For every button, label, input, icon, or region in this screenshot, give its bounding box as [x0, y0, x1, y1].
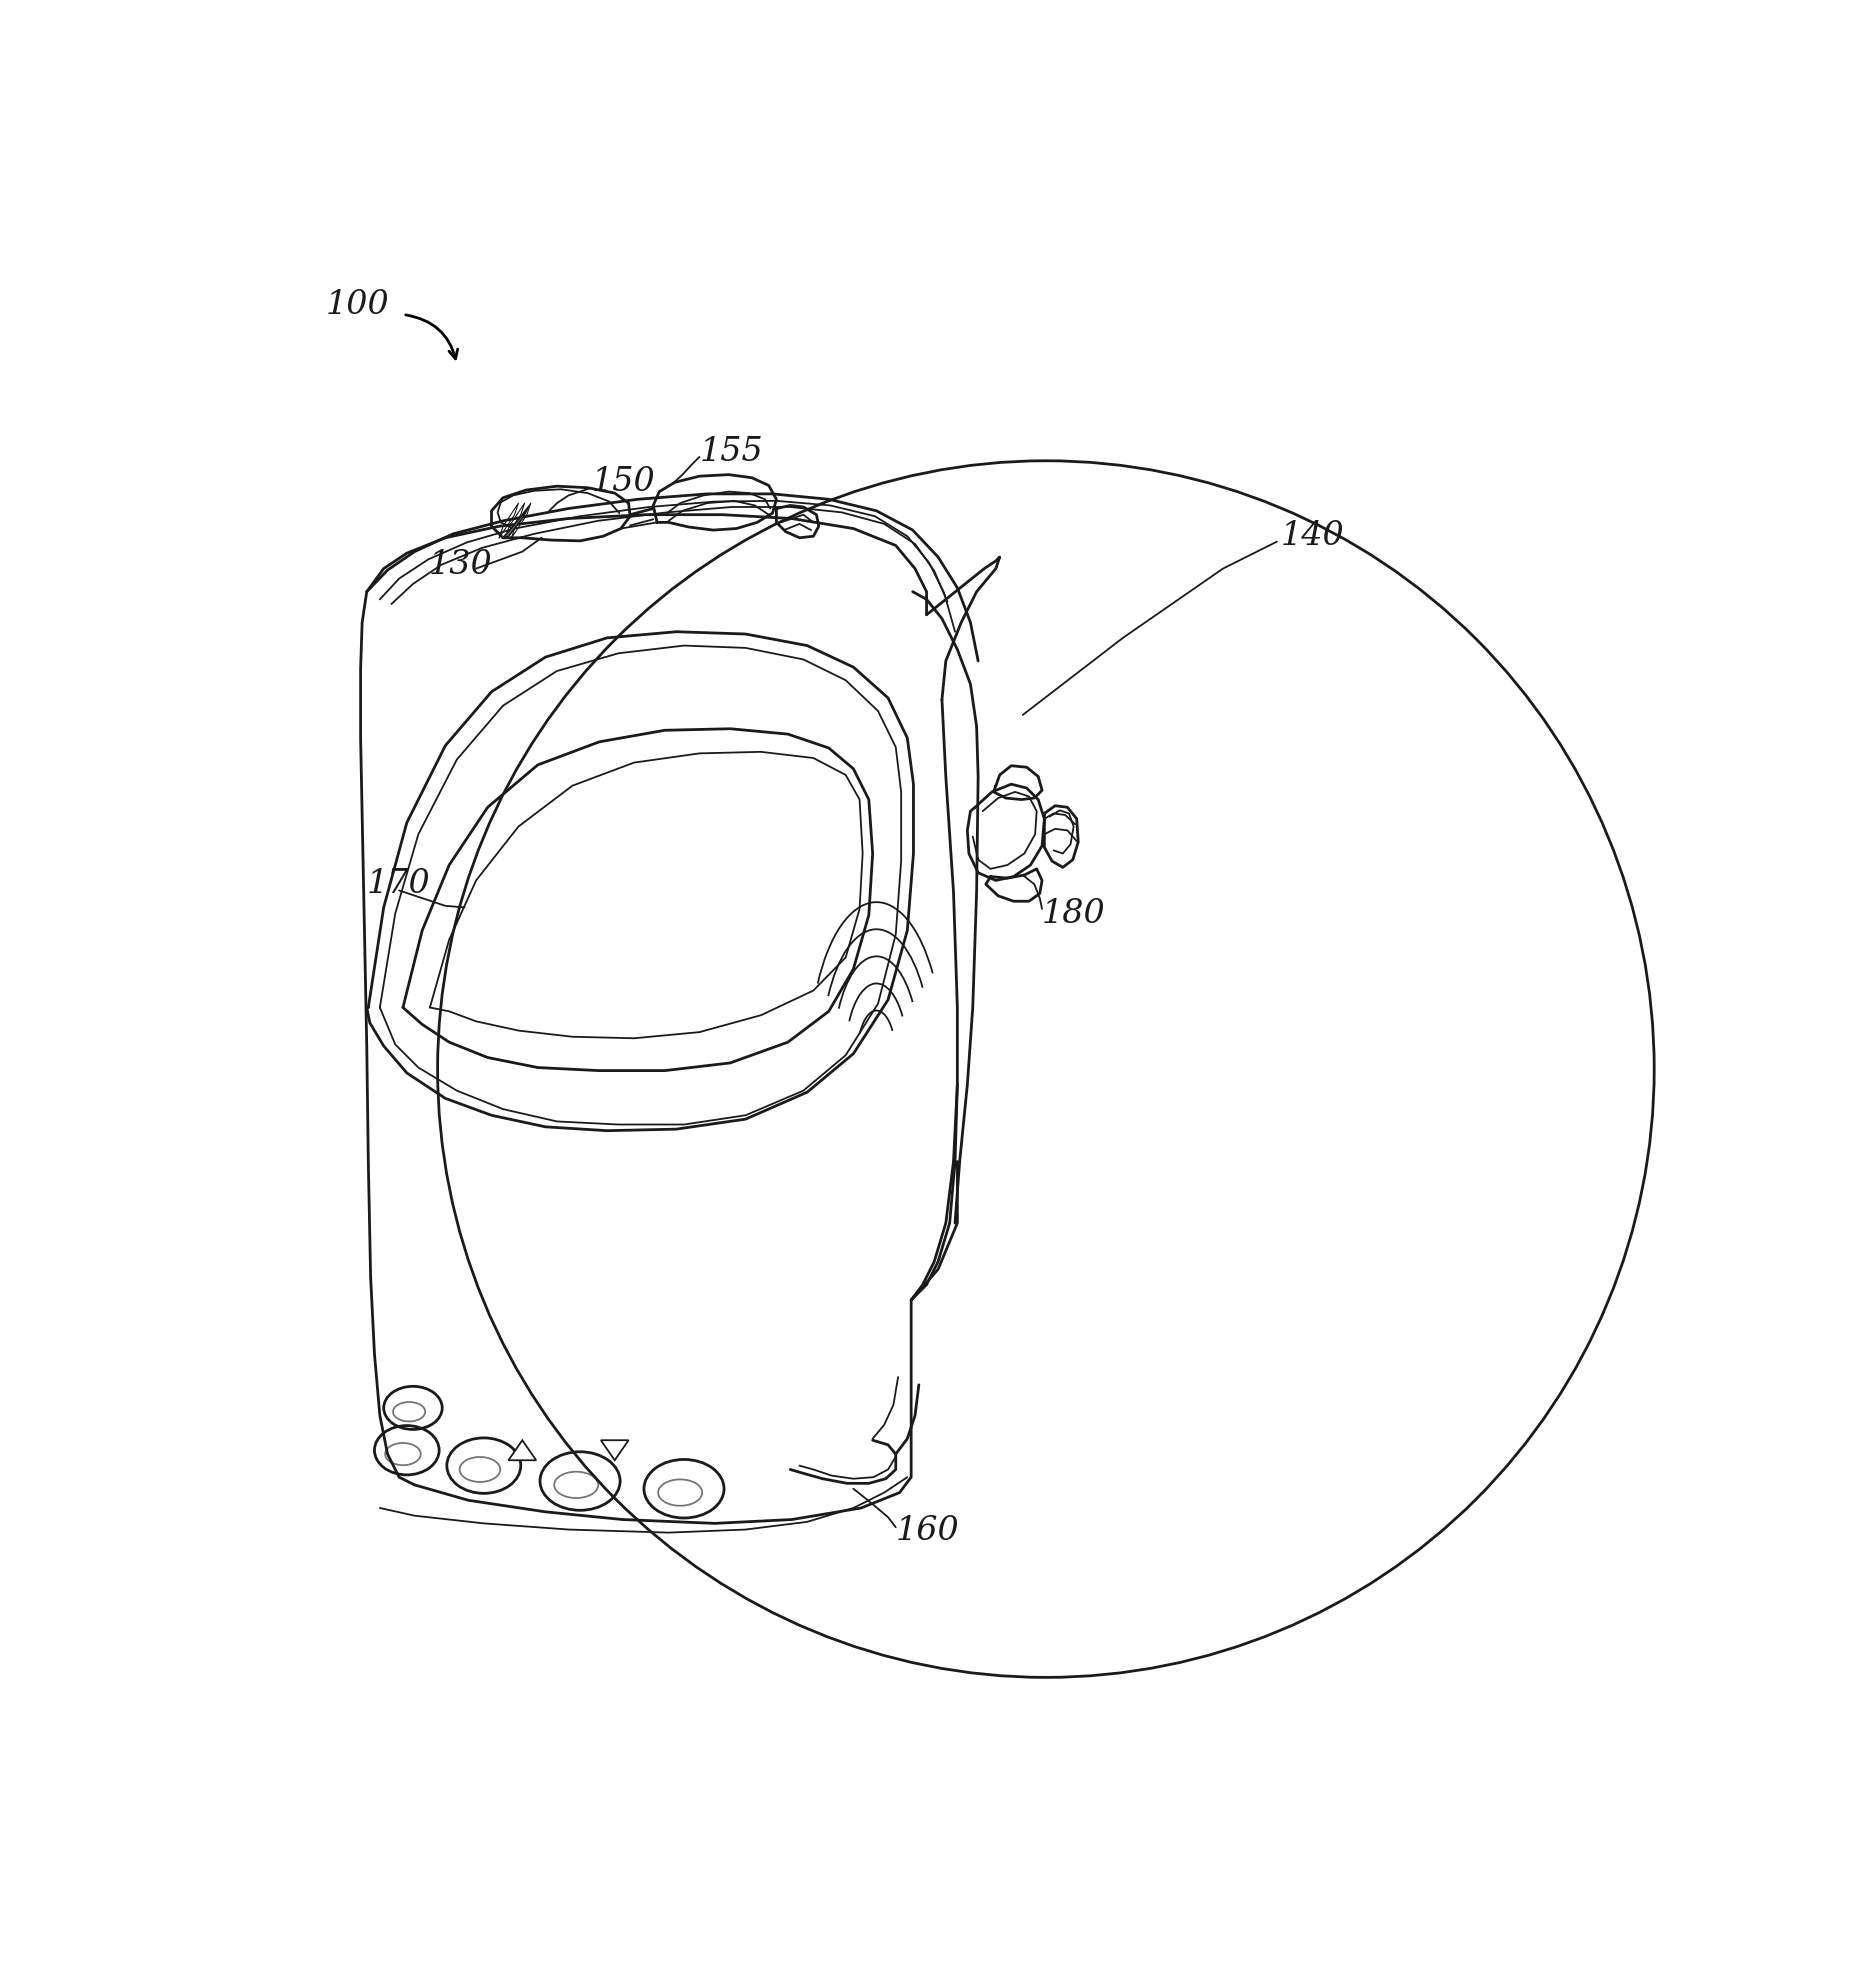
Text: 155: 155 — [700, 435, 763, 467]
Polygon shape — [503, 507, 529, 538]
Text: 160: 160 — [896, 1516, 959, 1548]
Text: 140: 140 — [1281, 520, 1344, 552]
Text: 150: 150 — [592, 467, 655, 499]
Polygon shape — [508, 1441, 536, 1461]
Text: 130: 130 — [428, 548, 492, 580]
Text: 100: 100 — [326, 289, 389, 321]
Text: 180: 180 — [1043, 898, 1106, 930]
FancyArrowPatch shape — [406, 315, 458, 358]
Text: 170: 170 — [367, 869, 430, 900]
Polygon shape — [601, 1441, 629, 1461]
